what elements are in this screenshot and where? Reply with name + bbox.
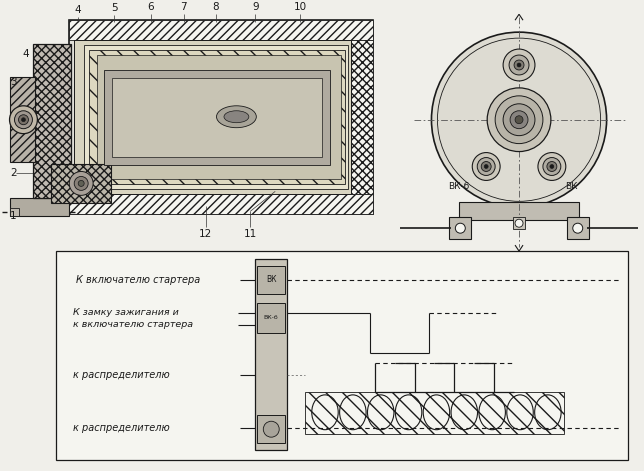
Text: к включателю стартера: к включателю стартера: [73, 320, 193, 329]
Bar: [97, 55, 341, 179]
Bar: [52, 163, 111, 203]
Circle shape: [484, 164, 488, 169]
Text: К включателю стартера: К включателю стартера: [76, 275, 200, 285]
Bar: [70, 195, 373, 214]
Circle shape: [19, 115, 28, 125]
Bar: [10, 77, 35, 162]
Bar: [258, 415, 285, 443]
Circle shape: [543, 157, 561, 176]
Bar: [450, 217, 471, 239]
Bar: [70, 20, 373, 214]
Circle shape: [472, 153, 500, 180]
Text: ВК-б: ВК-б: [448, 182, 469, 191]
Circle shape: [263, 421, 279, 437]
Bar: [567, 217, 589, 239]
Circle shape: [495, 96, 543, 144]
Circle shape: [70, 171, 93, 195]
Text: 10: 10: [294, 2, 307, 12]
Circle shape: [481, 162, 491, 171]
Text: К замку зажигания и: К замку зажигания и: [73, 309, 179, 317]
Ellipse shape: [216, 106, 256, 128]
Bar: [112, 78, 322, 156]
Circle shape: [21, 118, 26, 122]
Bar: [84, 45, 348, 189]
Text: ВК: ВК: [565, 182, 578, 191]
Circle shape: [503, 49, 535, 81]
Circle shape: [503, 104, 535, 136]
Bar: [33, 44, 71, 198]
Text: к распределителю: к распределителю: [73, 371, 170, 381]
Circle shape: [573, 223, 583, 233]
Text: 4: 4: [23, 49, 30, 59]
Circle shape: [74, 177, 88, 190]
Text: 11: 11: [243, 229, 257, 239]
Circle shape: [431, 32, 607, 207]
Circle shape: [550, 164, 554, 169]
Circle shape: [547, 162, 557, 171]
Circle shape: [510, 111, 528, 129]
Bar: [459, 203, 579, 220]
Circle shape: [10, 106, 37, 134]
Circle shape: [78, 180, 84, 187]
Bar: [10, 208, 19, 216]
Ellipse shape: [224, 111, 249, 123]
Text: 5: 5: [111, 3, 117, 13]
Bar: [104, 70, 330, 164]
Text: к распределителю: к распределителю: [73, 423, 170, 433]
Text: 1: 1: [10, 211, 17, 221]
Circle shape: [455, 223, 466, 233]
Bar: [513, 217, 525, 229]
Bar: [351, 40, 373, 195]
Bar: [74, 40, 351, 195]
Bar: [258, 266, 285, 294]
Bar: [255, 259, 287, 450]
Bar: [56, 251, 629, 460]
Circle shape: [15, 111, 32, 129]
Text: 3: 3: [10, 77, 17, 87]
Circle shape: [514, 60, 524, 70]
Circle shape: [515, 219, 523, 227]
Text: ВК: ВК: [266, 276, 276, 284]
Text: 8: 8: [213, 2, 219, 12]
Text: 4: 4: [75, 5, 82, 15]
Circle shape: [509, 55, 529, 75]
Circle shape: [477, 157, 495, 176]
Bar: [305, 392, 564, 434]
Text: 9: 9: [252, 2, 259, 12]
Circle shape: [538, 153, 566, 180]
Text: 6: 6: [147, 2, 154, 12]
Bar: [258, 303, 285, 333]
Polygon shape: [10, 198, 70, 216]
Text: 7: 7: [180, 2, 187, 12]
Bar: [89, 50, 345, 185]
Circle shape: [515, 116, 523, 124]
Text: ВК-б: ВК-б: [264, 315, 279, 320]
Text: 2: 2: [10, 169, 17, 179]
Circle shape: [517, 63, 521, 67]
Circle shape: [488, 88, 551, 152]
Text: 12: 12: [199, 229, 212, 239]
Bar: [70, 20, 373, 40]
